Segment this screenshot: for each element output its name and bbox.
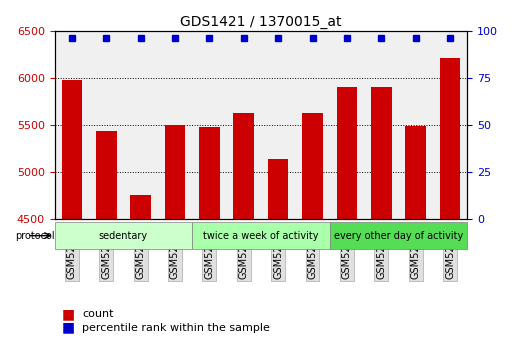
Text: sedentary: sedentary xyxy=(99,231,148,241)
Text: protocol: protocol xyxy=(15,231,54,241)
Bar xyxy=(96,131,116,219)
Bar xyxy=(165,125,185,219)
Bar xyxy=(268,159,288,219)
Bar xyxy=(62,80,82,219)
Bar xyxy=(440,58,460,219)
Bar xyxy=(233,113,254,219)
FancyBboxPatch shape xyxy=(192,223,330,249)
Text: ■: ■ xyxy=(62,307,75,321)
Text: ■: ■ xyxy=(62,321,75,335)
Text: count: count xyxy=(82,309,113,319)
FancyBboxPatch shape xyxy=(330,223,467,249)
Title: GDS1421 / 1370015_at: GDS1421 / 1370015_at xyxy=(180,15,342,29)
Text: percentile rank within the sample: percentile rank within the sample xyxy=(82,323,270,333)
Bar xyxy=(130,195,151,219)
Bar xyxy=(371,87,391,219)
FancyBboxPatch shape xyxy=(54,223,192,249)
Bar xyxy=(199,127,220,219)
Bar xyxy=(405,126,426,219)
Text: twice a week of activity: twice a week of activity xyxy=(203,231,319,241)
Bar xyxy=(302,113,323,219)
Text: every other day of activity: every other day of activity xyxy=(334,231,463,241)
Bar xyxy=(337,87,357,219)
